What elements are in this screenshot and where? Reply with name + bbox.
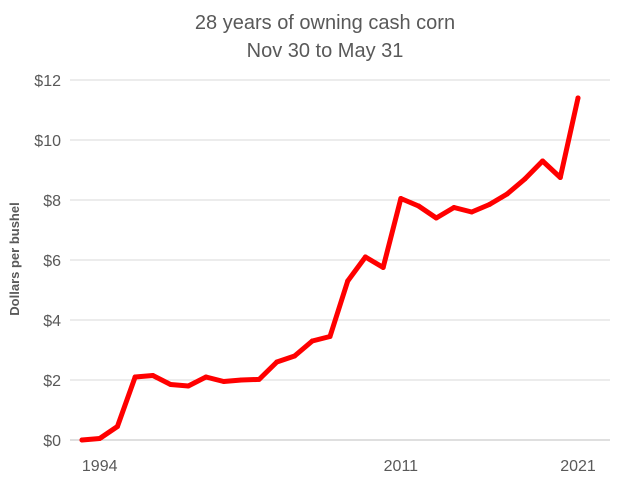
data-point bbox=[362, 254, 368, 260]
data-point bbox=[557, 175, 563, 180]
y-tick-label: $12 bbox=[34, 73, 61, 90]
x-tick-label: 1994 bbox=[82, 458, 118, 475]
x-tick-label: 2011 bbox=[384, 458, 419, 475]
data-point bbox=[398, 196, 404, 201]
data-point bbox=[292, 353, 298, 359]
data-point bbox=[575, 95, 581, 101]
chart-title: 28 years of owning cash corn Nov 30 to M… bbox=[195, 12, 455, 62]
x-axis-tick-labels: 1994 2011 2021 bbox=[82, 458, 596, 475]
series-line bbox=[79, 95, 581, 443]
data-point bbox=[416, 203, 422, 209]
y-tick-label: $8 bbox=[43, 193, 61, 210]
y-axis-tick-labels: $0 $2 $4 $6 $8 $10 $12 bbox=[34, 73, 61, 450]
y-axis-title: Dollars per bushel bbox=[7, 202, 22, 315]
data-point bbox=[469, 209, 475, 215]
data-point bbox=[114, 424, 120, 429]
data-point bbox=[150, 373, 156, 378]
data-point bbox=[79, 437, 85, 443]
data-point bbox=[238, 377, 244, 383]
data-point bbox=[540, 158, 546, 164]
y-tick-label: $0 bbox=[43, 433, 61, 450]
data-point bbox=[274, 359, 280, 365]
y-tick-label: $2 bbox=[43, 373, 61, 390]
data-point bbox=[221, 379, 227, 384]
y-tick-label: $6 bbox=[43, 253, 61, 270]
data-series bbox=[79, 95, 581, 443]
data-point bbox=[309, 338, 315, 344]
chart-title-line-2: Nov 30 to May 31 bbox=[247, 40, 404, 62]
data-point bbox=[256, 376, 262, 382]
data-point bbox=[522, 176, 528, 182]
data-point bbox=[327, 334, 333, 339]
data-point bbox=[132, 374, 138, 380]
data-point bbox=[451, 205, 457, 210]
data-point bbox=[97, 436, 103, 441]
x-tick-label: 2021 bbox=[560, 458, 596, 475]
chart-title-line-1: 28 years of owning cash corn bbox=[195, 12, 455, 34]
gridlines bbox=[70, 79, 610, 381]
y-tick-label: $4 bbox=[43, 313, 61, 330]
data-point bbox=[345, 278, 351, 284]
data-point bbox=[168, 382, 174, 387]
data-point bbox=[486, 202, 492, 207]
data-point bbox=[380, 265, 386, 270]
data-point bbox=[203, 374, 209, 380]
y-tick-label: $10 bbox=[34, 133, 61, 150]
data-point bbox=[433, 215, 439, 221]
data-point bbox=[504, 191, 510, 197]
data-point bbox=[185, 383, 191, 389]
